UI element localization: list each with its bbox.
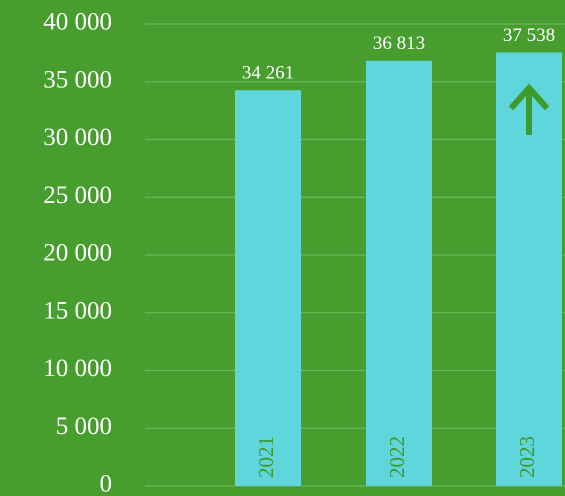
value-label: 37 538 — [503, 25, 555, 46]
y-tick-label: 20 000 — [43, 240, 112, 267]
y-tick-label: 30 000 — [43, 124, 112, 151]
y-tick-label: 15 000 — [43, 297, 112, 324]
bars — [235, 52, 562, 487]
y-tick-label: 10 000 — [43, 355, 112, 382]
x-category-label: 2022 — [385, 436, 409, 478]
y-tick-label: 40 000 — [43, 9, 112, 36]
value-label: 36 813 — [373, 33, 425, 54]
x-category-label: 2021 — [254, 436, 278, 478]
y-tick-label: 25 000 — [43, 182, 112, 209]
y-tick-label: 5 000 — [56, 413, 112, 440]
grid — [145, 23, 565, 487]
bar — [235, 90, 301, 486]
bar — [366, 60, 432, 487]
value-label: 34 261 — [242, 63, 294, 84]
y-tick-label: 35 000 — [43, 66, 112, 93]
up-arrow — [508, 83, 550, 135]
x-category-label: 2023 — [515, 436, 539, 478]
y-tick-label: 0 — [100, 471, 113, 496]
